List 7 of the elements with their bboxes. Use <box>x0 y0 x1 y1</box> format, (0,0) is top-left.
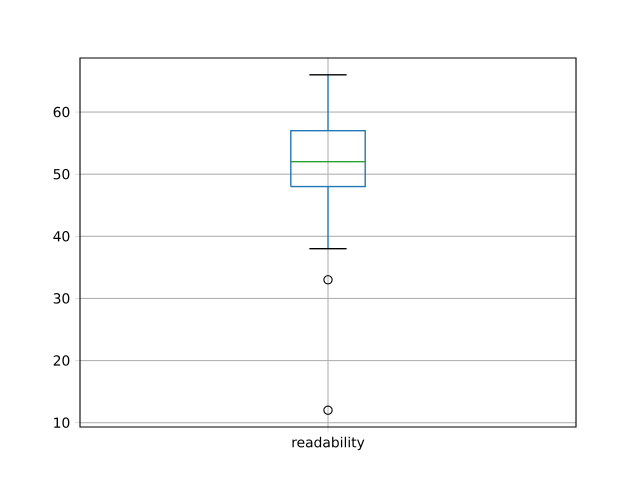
y-tick-label: 40 <box>53 231 70 242</box>
y-tick-label: 20 <box>54 355 70 366</box>
y-tick-label: 10 <box>54 417 70 428</box>
x-tick-label: readability <box>292 436 364 450</box>
y-tick-label: 50 <box>54 168 70 180</box>
y-tick-label: 30 <box>54 293 70 304</box>
y-tick-label: 60 <box>54 106 70 118</box>
